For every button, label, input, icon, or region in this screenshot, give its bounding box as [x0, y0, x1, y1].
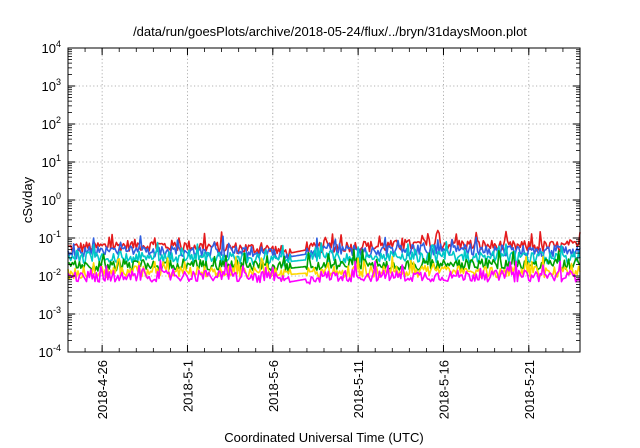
y-tick-label: 10-2 [39, 267, 61, 284]
series-line [67, 248, 581, 275]
y-axis-label: cSv/day [20, 176, 35, 223]
x-tick-label: 2018-4-26 [95, 360, 110, 419]
y-tick-labels: 10-4 10-3 10-2 10-1 100 101 102 103 104 [39, 39, 61, 360]
y-tick-label: 100 [42, 191, 61, 208]
series-layer [67, 229, 581, 285]
series-line [67, 235, 581, 263]
y-tick-label: 10-1 [39, 229, 61, 246]
x-tick-label: 2018-5-11 [351, 360, 366, 418]
x-tick-labels: 2018-4-26 2018-5-1 2018-5-6 2018-5-11 2018-5… [95, 360, 537, 419]
series-line [67, 229, 581, 259]
y-tick-label: 102 [42, 115, 61, 132]
y-tick-label: 104 [42, 39, 61, 56]
y-tick-label: 10-4 [39, 343, 61, 360]
x-tick-label: 2018-5-1 [180, 360, 195, 412]
x-tick-label: 2018-5-16 [436, 360, 451, 419]
chart-title: /data/run/goesPlots/archive/2018-05-24/f… [133, 24, 527, 39]
x-tick-label: 2018-5-6 [266, 360, 281, 412]
x-axis-label: Coordinated Universal Time (UTC) [224, 430, 423, 445]
y-tick-label: 10-3 [39, 305, 61, 322]
x-tick-label: 2018-5-21 [522, 360, 537, 419]
series-line [67, 259, 581, 285]
ticks [67, 47, 581, 353]
y-tick-label: 103 [42, 77, 61, 94]
y-tick-label: 101 [42, 153, 61, 170]
